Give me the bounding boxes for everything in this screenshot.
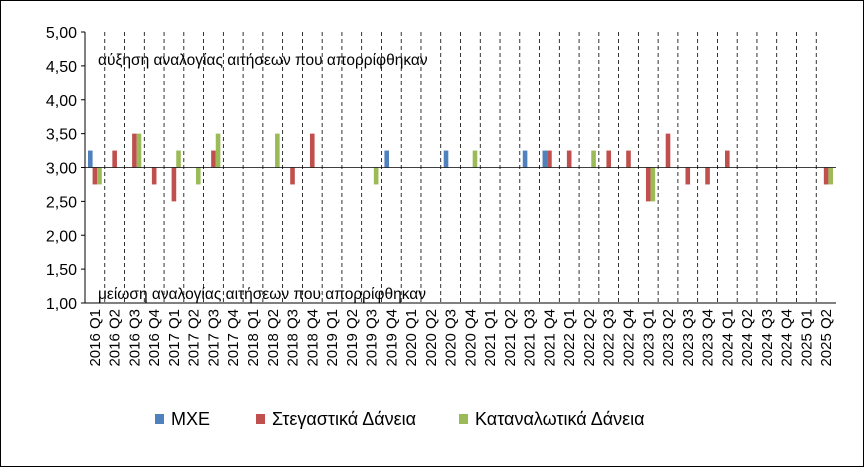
bar xyxy=(606,150,612,168)
x-tick-label: 2019 Q2 xyxy=(344,309,361,367)
x-tick-label: 2022 Q3 xyxy=(601,309,618,367)
legend: ΜΧΕ Στεγαστικά Δάνεια Καταναλωτικά Δάνεια xyxy=(155,409,645,429)
bar xyxy=(725,150,730,168)
bar xyxy=(195,167,201,185)
x-tick-labels: 2016 Q1 2016 Q2 2016 Q3 2016 Q4 2017 Q1 2017 … xyxy=(87,309,835,367)
x-tick-label: 2018 Q3 xyxy=(285,309,302,367)
bar xyxy=(373,167,379,185)
bar xyxy=(309,133,315,168)
bar xyxy=(705,167,710,185)
bar xyxy=(151,167,157,185)
x-tick-label: 2018 Q4 xyxy=(304,309,321,367)
annotation-increase: αύξηση αναλογίας αιτήσεων που απορρίφθηκ… xyxy=(98,52,428,69)
bar xyxy=(275,133,280,168)
y-tick-label: 1,50 xyxy=(46,262,77,279)
legend-swatch xyxy=(459,414,468,424)
x-tick-label: 2016 Q2 xyxy=(107,309,124,367)
legend-swatch xyxy=(256,414,265,424)
bar xyxy=(547,150,552,168)
bar xyxy=(92,167,98,185)
bar xyxy=(665,133,671,168)
bar xyxy=(215,133,221,168)
y-tick-label: 3,50 xyxy=(46,127,77,144)
x-tick-label: 2019 Q3 xyxy=(364,309,381,367)
x-tick-label: 2022 Q1 xyxy=(561,309,578,367)
x-tick-label: 2024 Q2 xyxy=(739,309,756,367)
y-tick-label: 4,50 xyxy=(46,59,77,76)
y-tick-label: 2,00 xyxy=(46,228,77,245)
x-tick-label: 2023 Q3 xyxy=(680,309,697,367)
y-tick-label: 4,00 xyxy=(46,93,77,110)
annotation-decrease: μείωση αναλογίας αιτήσεων που απορρίφθηκ… xyxy=(98,286,426,303)
bar xyxy=(522,150,528,168)
bar xyxy=(591,150,596,168)
x-tick-label: 2016 Q1 xyxy=(87,309,104,367)
legend-swatch xyxy=(155,414,164,424)
x-tick-label: 2024 Q1 xyxy=(719,309,736,367)
x-tick-label: 2018 Q1 xyxy=(245,309,262,367)
x-tick-label: 2023 Q4 xyxy=(700,309,717,367)
y-tick-labels: 1,00 1,50 2,00 2,50 3,00 3,50 4,00 4,50 5,00 xyxy=(46,25,85,313)
bar xyxy=(443,150,449,168)
y-tick-label: 2,50 xyxy=(46,194,77,211)
y-tick-label: 1,00 xyxy=(46,296,77,313)
bar xyxy=(132,133,137,168)
bar xyxy=(97,167,102,185)
bar xyxy=(136,133,142,168)
bar xyxy=(685,167,691,185)
bar xyxy=(626,150,631,168)
bar xyxy=(171,167,177,202)
bar xyxy=(176,150,181,168)
bar xyxy=(828,167,834,185)
bar xyxy=(87,150,93,168)
x-tick-label: 2016 Q4 xyxy=(146,309,163,367)
x-tick-label: 2017 Q4 xyxy=(225,309,242,367)
bar xyxy=(650,167,656,202)
bar xyxy=(384,150,390,168)
y-tick-label: 5,00 xyxy=(46,25,77,42)
x-tick-label: 2025 Q1 xyxy=(798,309,815,367)
legend-label: Στεγαστικά Δάνεια xyxy=(272,409,416,429)
bar xyxy=(823,167,829,185)
x-tick-label: 2020 Q1 xyxy=(403,309,420,367)
legend-label: Καταναλωτικά Δάνεια xyxy=(475,409,645,429)
bar xyxy=(290,167,295,185)
bar xyxy=(211,150,216,168)
x-tick-label: 2022 Q4 xyxy=(620,309,637,367)
x-tick-label: 2020 Q3 xyxy=(443,309,460,367)
x-tick-label: 2021 Q4 xyxy=(541,309,558,367)
x-tick-label: 2017 Q2 xyxy=(186,309,203,367)
x-tick-label: 2021 Q3 xyxy=(522,309,539,367)
bar xyxy=(472,150,478,168)
legend-label: ΜΧΕ xyxy=(171,409,210,429)
x-tick-label: 2019 Q1 xyxy=(324,309,341,367)
x-tick-label: 2024 Q3 xyxy=(759,309,776,367)
x-tick-label: 2023 Q2 xyxy=(660,309,677,367)
x-tick-label: 2016 Q3 xyxy=(126,309,143,367)
bar xyxy=(645,167,651,202)
bar xyxy=(542,150,548,168)
bar xyxy=(112,150,117,168)
x-tick-label: 2021 Q2 xyxy=(502,309,519,367)
x-tick-label: 2022 Q2 xyxy=(581,309,598,367)
x-tick-label: 2018 Q2 xyxy=(265,309,282,367)
x-tick-label: 2020 Q4 xyxy=(462,309,479,367)
x-tick-label: 2021 Q1 xyxy=(482,309,499,367)
y-tick-label: 3,00 xyxy=(46,161,77,178)
bar xyxy=(566,150,572,168)
x-tick-label: 2017 Q1 xyxy=(166,309,183,367)
x-tick-label: 2025 Q2 xyxy=(818,309,835,367)
x-tick-label: 2020 Q2 xyxy=(423,309,440,367)
x-tick-label: 2024 Q4 xyxy=(779,309,796,367)
x-tick-label: 2017 Q3 xyxy=(205,309,222,367)
axes xyxy=(84,32,836,304)
x-tick-label: 2019 Q4 xyxy=(383,309,400,367)
bars xyxy=(87,133,834,202)
x-tick-label: 2023 Q1 xyxy=(640,309,657,367)
